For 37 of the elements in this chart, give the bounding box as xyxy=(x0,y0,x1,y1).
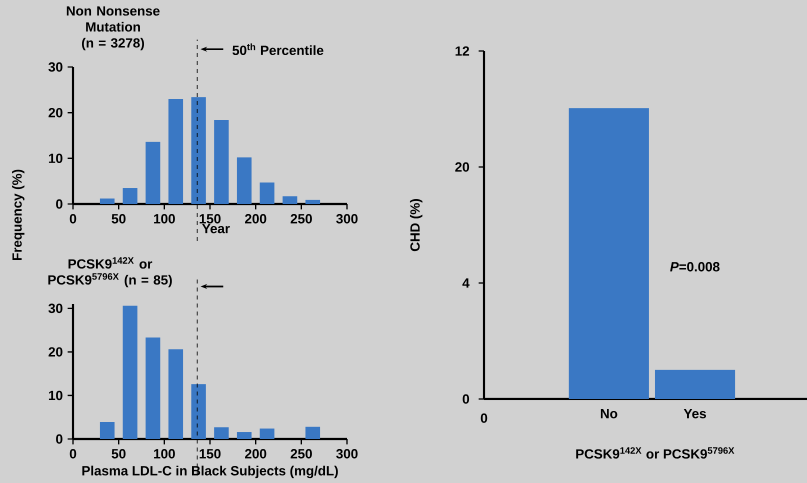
y-tick-label: 0 xyxy=(56,199,62,209)
chart-title: Non Nonsense Mutation (n = 3278) xyxy=(66,6,160,50)
text: 12 xyxy=(456,46,470,56)
x-tick-label: 300 xyxy=(336,449,358,458)
y-axis-title: CHD (%) xyxy=(410,199,422,252)
y-tick-label: 10 xyxy=(48,154,62,164)
text: Year xyxy=(202,224,230,234)
chart-title: PCSK9$^{142X}$ or PCSK9$^{5796X}$ (n = 85) xyxy=(48,257,172,288)
x-tick-label: 300 xyxy=(336,214,358,224)
x-tick-label: 250 xyxy=(290,214,312,224)
y-tick-label: 20 xyxy=(48,108,62,118)
x-tick-label: 250 xyxy=(290,449,312,458)
x-tick-label: 100 xyxy=(154,214,175,224)
x-tick-label: 100 xyxy=(154,449,175,458)
x-tick-label: 200 xyxy=(245,214,266,224)
x-tick-label: 150 xyxy=(200,449,221,458)
text: 20 xyxy=(455,162,470,172)
x-tick-label: 0 xyxy=(70,214,76,224)
text: 0 xyxy=(462,394,470,404)
y-tick-label: 10 xyxy=(48,390,62,400)
text: 4 xyxy=(462,278,470,288)
y-axis-title: Frequency (%) xyxy=(12,170,24,260)
x-tick-label: 0 xyxy=(70,449,76,458)
x-tick-label: 200 xyxy=(245,449,266,458)
x-tick-label: 50 xyxy=(112,449,126,458)
y-tick-label: 30 xyxy=(48,62,62,72)
x-tick-label: Yes xyxy=(684,409,706,418)
y-tick-label: 20 xyxy=(48,347,62,357)
x-axis-title: PCSK9$^{142X}$ or PCSK9$^{5796X}$ xyxy=(576,447,734,459)
y-tick-label: 30 xyxy=(48,304,62,314)
y-tick-label: 0 xyxy=(56,434,62,444)
ref-line-label: 50$^{th}$ Percentile xyxy=(232,43,324,56)
x-tick-label: 150 xyxy=(200,214,221,224)
annotation: P=0.008 xyxy=(670,262,720,272)
x-tick-label: 50 xyxy=(112,214,126,224)
x-tick-label: No xyxy=(600,409,618,418)
x-axis-title: Plasma LDL-C in Black Subjects (mg/dL) xyxy=(82,466,338,478)
